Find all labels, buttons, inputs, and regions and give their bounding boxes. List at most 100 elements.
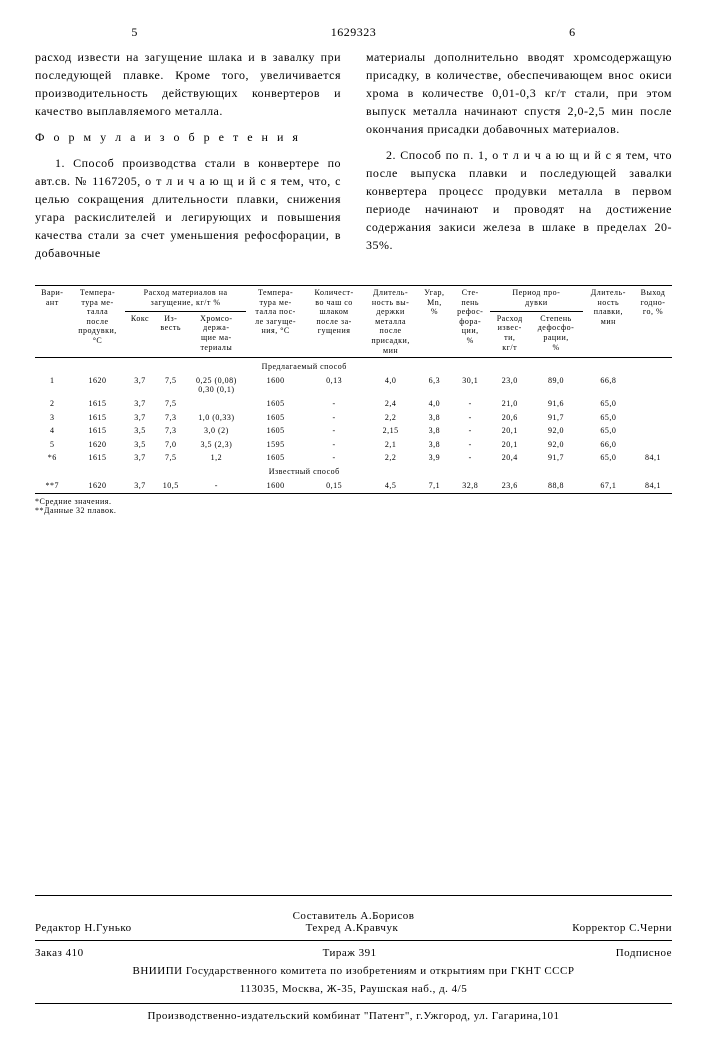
data-table: Вари-ант Темпера-тура ме-таллапослепроду… xyxy=(35,285,672,494)
table-row: 116203,77,50,25 (0,08)0,30 (0,1)16000,13… xyxy=(35,374,672,397)
table-cell: 21,0 xyxy=(490,397,529,411)
th-dlit-vyd: Длитель-ность вы-держкиметаллапослеприса… xyxy=(363,286,419,358)
table-cell: 3,5 xyxy=(125,424,154,438)
table-cell: 7,5 xyxy=(155,451,187,465)
th-rashod-izv: Расходизвес-ти,кг/т xyxy=(490,311,529,357)
table-cell: 1620 xyxy=(70,374,126,397)
table-cell: 2,4 xyxy=(363,397,419,411)
table-cell: 20,6 xyxy=(490,411,529,425)
table-cell: - xyxy=(305,424,362,438)
th-temp-after: Темпера-тура ме-таллапослепродувки,°С xyxy=(70,286,126,358)
table-cell: - xyxy=(305,438,362,452)
table-cell: - xyxy=(305,411,362,425)
table-cell: 66,8 xyxy=(583,374,634,397)
table-cell: 92,0 xyxy=(529,438,582,452)
table-cell: 1605 xyxy=(246,397,306,411)
table-cell: 20,1 xyxy=(490,424,529,438)
table-cell: 65,0 xyxy=(583,424,634,438)
table-cell: - xyxy=(450,411,490,425)
table-cell: 0,15 xyxy=(305,479,362,494)
th-koks: Кокс xyxy=(125,311,154,357)
table-cell: 65,0 xyxy=(583,451,634,465)
table-cell: 1,2 xyxy=(187,451,246,465)
left-p2: 1. Способ производства стали в конвертер… xyxy=(35,154,341,262)
table-row: **716203,710,5-16000,154,57,132,823,688,… xyxy=(35,479,672,494)
table-cell: 0,13 xyxy=(305,374,362,397)
table-cell: 4 xyxy=(35,424,70,438)
table-cell: 2 xyxy=(35,397,70,411)
table-cell: 7,1 xyxy=(418,479,450,494)
footer-podpisnoe: Подписное xyxy=(616,947,672,959)
note-2: **Данные 32 плавок. xyxy=(35,506,672,515)
table-row: 416153,57,33,0 (2)1605-2,153,8-20,192,06… xyxy=(35,424,672,438)
table-cell: - xyxy=(450,438,490,452)
table-cell: 1600 xyxy=(246,479,306,494)
table-cell: 65,0 xyxy=(583,397,634,411)
note-1: *Средние значения. xyxy=(35,497,672,506)
th-temp-zag: Темпера-тура ме-талла пос-ле загуще-ния,… xyxy=(246,286,306,358)
table-cell: 1 xyxy=(35,374,70,397)
footer: Составитель А.Борисов Редактор Н.Гунько … xyxy=(35,895,672,1022)
table-cell: 3,7 xyxy=(125,397,154,411)
table-cell: 1605 xyxy=(246,411,306,425)
th-variant: Вари-ант xyxy=(35,286,70,358)
right-column: материалы дополнительно вводят хромсодер… xyxy=(366,48,672,270)
table-cell: 3,0 (2) xyxy=(187,424,246,438)
footer-tehred: Техред А.Кравчук xyxy=(306,922,399,934)
table-cell: 4,0 xyxy=(363,374,419,397)
table-cell: 84,1 xyxy=(634,479,672,494)
table-cell: 1,0 (0,33) xyxy=(187,411,246,425)
th-dlit-plavki: Длитель-ностьплавки,мин xyxy=(583,286,634,358)
table-cell: 3,7 xyxy=(125,451,154,465)
table-cell: 20,4 xyxy=(490,451,529,465)
table-cell: 91,6 xyxy=(529,397,582,411)
table-cell: 1600 xyxy=(246,374,306,397)
table-cell: 2,1 xyxy=(363,438,419,452)
table-cell: 1595 xyxy=(246,438,306,452)
th-kolvo: Количест-во чаш сошлакомпосле за-гущения xyxy=(305,286,362,358)
table-cell: - xyxy=(450,451,490,465)
table-cell: 1605 xyxy=(246,424,306,438)
table-cell: 7,5 xyxy=(155,374,187,397)
table-row: 216153,77,51605-2,44,0-21,091,665,0 xyxy=(35,397,672,411)
table-cell: - xyxy=(305,397,362,411)
table-cell: 6,3 xyxy=(418,374,450,397)
right-p1: материалы дополнительно вводят хромсодер… xyxy=(366,48,672,138)
footer-sostavitel: Составитель А.Борисов xyxy=(35,910,672,922)
table-cell: 1615 xyxy=(70,411,126,425)
table-cell: 3,8 xyxy=(418,438,450,452)
table-cell: 1615 xyxy=(70,397,126,411)
table-cell xyxy=(634,374,672,397)
table-cell: - xyxy=(450,397,490,411)
table-cell: 67,1 xyxy=(583,479,634,494)
table-cell: - xyxy=(450,424,490,438)
table-cell xyxy=(634,397,672,411)
method-label-2: Известный способ xyxy=(246,465,363,479)
table-cell: 0,25 (0,08)0,30 (0,1) xyxy=(187,374,246,397)
table-cell: 20,1 xyxy=(490,438,529,452)
table-cell: 30,1 xyxy=(450,374,490,397)
footer-org: ВНИИПИ Государственного комитета по изоб… xyxy=(35,965,672,977)
table-cell: 1620 xyxy=(70,438,126,452)
table-cell: *6 xyxy=(35,451,70,465)
footer-bottom: Производственно-издательский комбинат "П… xyxy=(35,1003,672,1022)
table-cell: 1615 xyxy=(70,424,126,438)
table-cell: 91,7 xyxy=(529,411,582,425)
table-cell: 3,5 (2,3) xyxy=(187,438,246,452)
table-cell: 23,6 xyxy=(490,479,529,494)
table-cell: 92,0 xyxy=(529,424,582,438)
table-cell: 32,8 xyxy=(450,479,490,494)
footer-korrektor: Корректор С.Черни xyxy=(572,922,672,934)
table-cell: - xyxy=(305,451,362,465)
table-cell xyxy=(634,438,672,452)
table-cell xyxy=(187,397,246,411)
table-cell: 66,0 xyxy=(583,438,634,452)
table-cell: **7 xyxy=(35,479,70,494)
table-cell: 4,5 xyxy=(363,479,419,494)
right-col-num: 6 xyxy=(569,25,576,40)
table-cell: 4,0 xyxy=(418,397,450,411)
footer-tirazh: Тираж 391 xyxy=(323,947,377,959)
doc-number: 1629323 xyxy=(331,25,377,40)
table-cell: 23,0 xyxy=(490,374,529,397)
th-stepen-defo: Степеньдефосфо-рации,% xyxy=(529,311,582,357)
